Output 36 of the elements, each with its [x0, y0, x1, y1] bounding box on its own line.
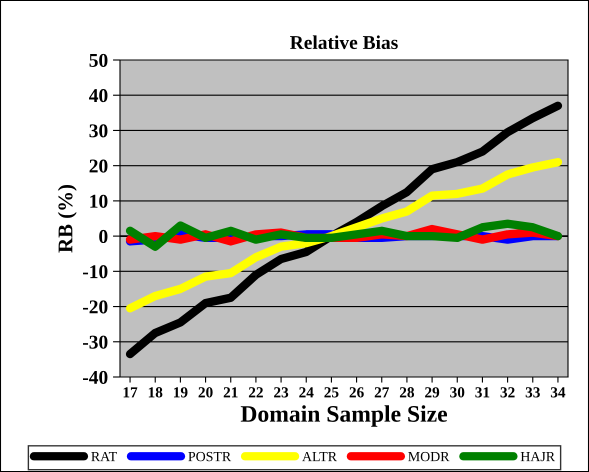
y-tick-label: -10 [82, 265, 108, 278]
x-tick-label: 31 [475, 387, 490, 398]
legend-label: MODR [408, 452, 450, 462]
x-tick-label: 33 [526, 387, 540, 398]
legend-label: RAT [91, 452, 117, 462]
x-tick-label: 30 [450, 387, 464, 398]
x-tick-label: 24 [299, 387, 314, 398]
x-tick-label: 21 [224, 387, 238, 398]
y-tick-label: -40 [82, 370, 108, 384]
chart-title: Relative Bias [290, 35, 398, 50]
x-tick-label: 18 [148, 387, 162, 398]
legend-label: POSTR [188, 452, 232, 462]
y-tick-label: 50 [90, 54, 108, 67]
x-tick-label: 17 [124, 387, 138, 398]
legend-label: HAJR [520, 452, 556, 462]
y-tick-label: 30 [89, 124, 108, 138]
x-tick-label: 19 [174, 387, 188, 398]
x-tick-label: 29 [425, 387, 440, 398]
y-tick-label: -20 [82, 300, 108, 314]
x-tick-label: 25 [324, 387, 338, 398]
y-tick-label: -30 [82, 336, 108, 349]
x-tick-label: 23 [274, 387, 288, 398]
x-axis-title: Domain Sample Size [240, 405, 448, 427]
y-tick-label: 0 [99, 230, 108, 244]
y-tick-label: 20 [90, 159, 108, 173]
x-tick-label: 26 [350, 387, 364, 398]
x-tick-label: 22 [248, 387, 263, 398]
x-tick-label: 20 [198, 387, 213, 398]
x-tick-label: 28 [400, 387, 414, 398]
legend-label: ALTR [302, 452, 337, 462]
x-tick-label: 32 [500, 387, 515, 398]
x-tick-label: 27 [374, 387, 390, 398]
y-tick-label: 10 [90, 194, 108, 208]
y-axis-title: RB (%) [58, 184, 77, 253]
y-tick-label: 40 [89, 89, 108, 102]
x-tick-label: 34 [550, 387, 566, 398]
